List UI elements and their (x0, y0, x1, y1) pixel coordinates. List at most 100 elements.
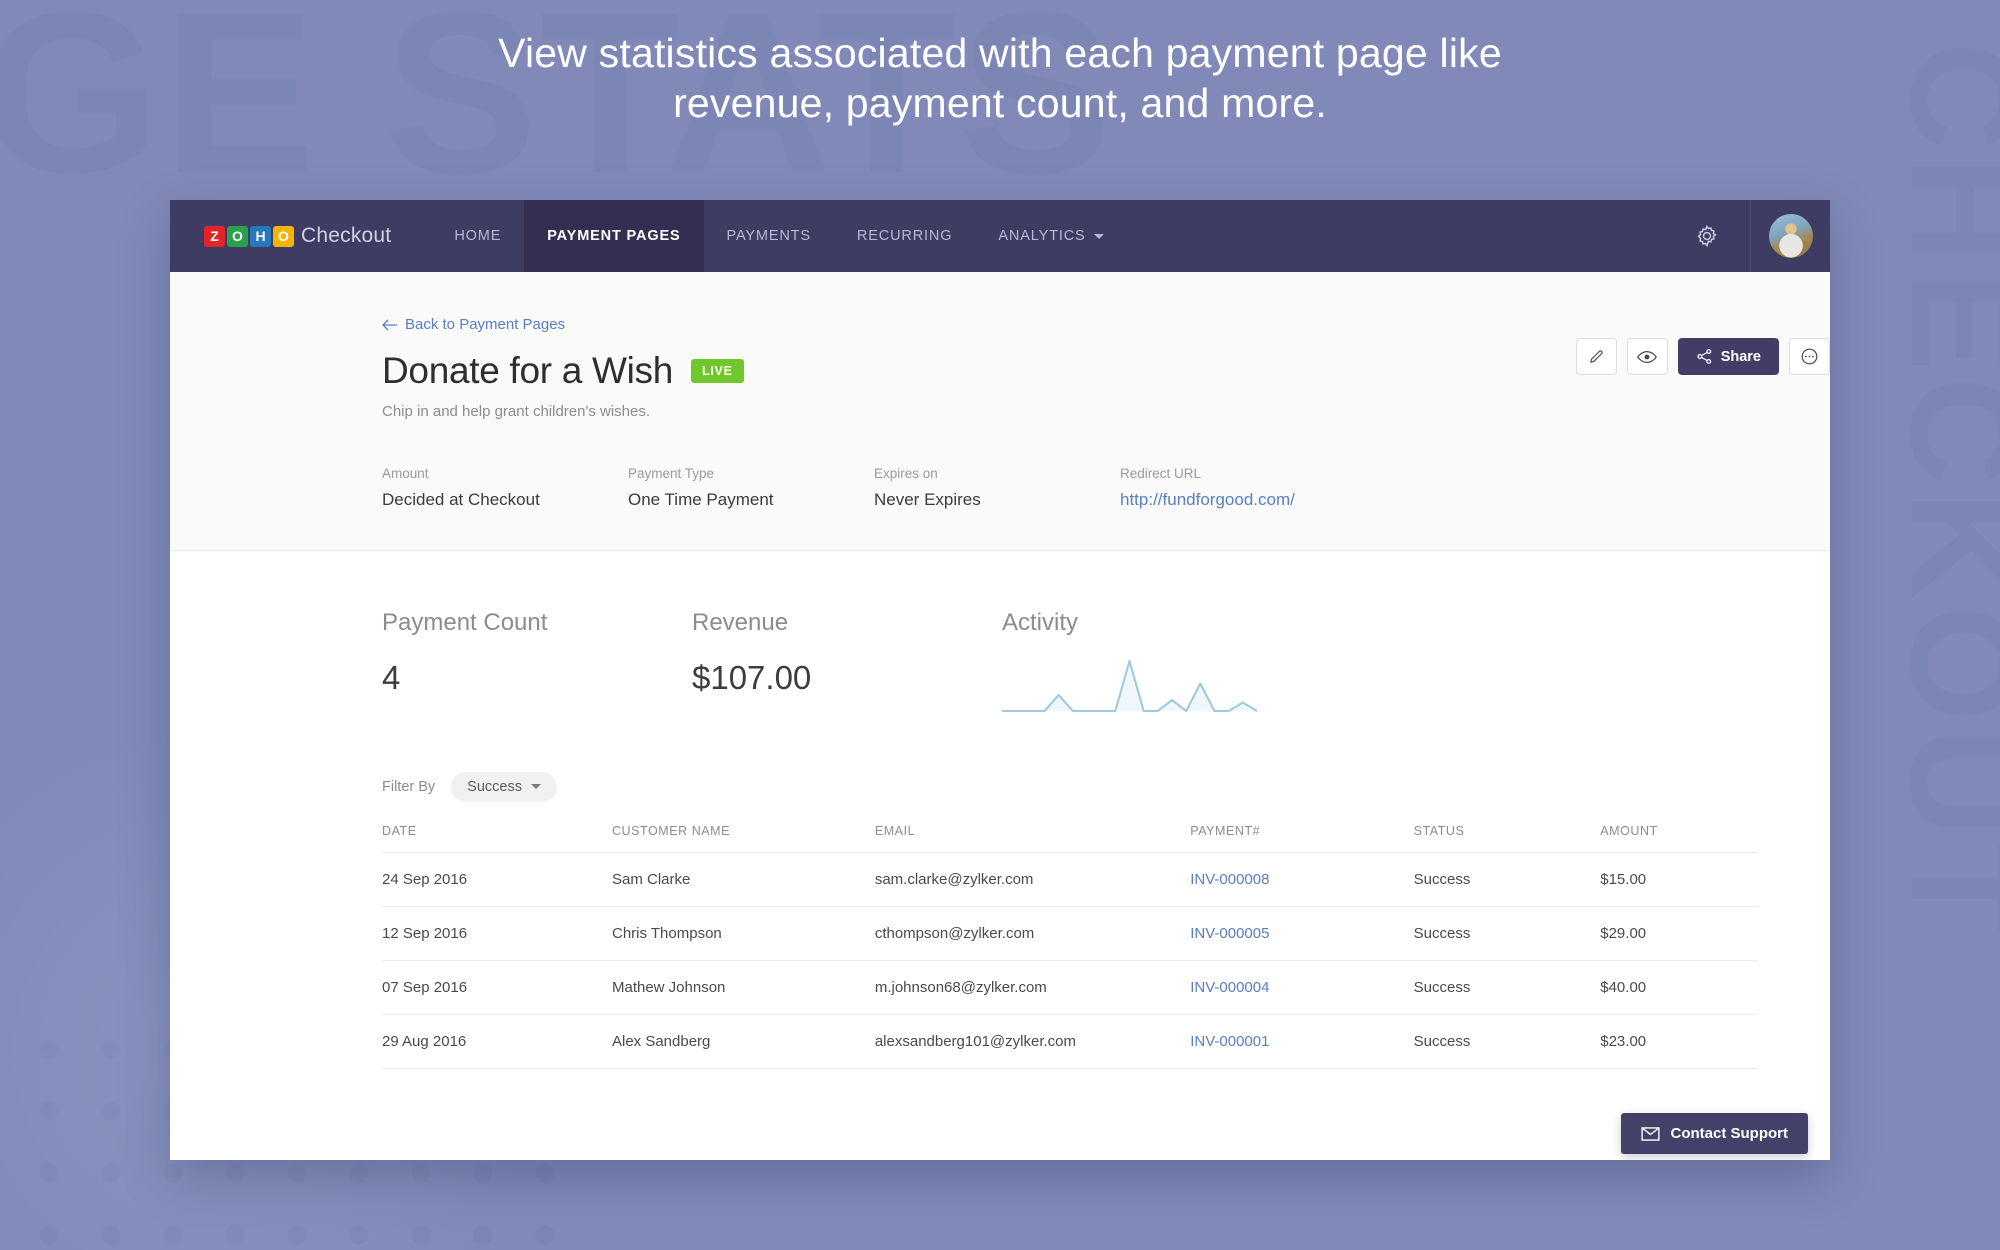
nav-item-label: RECURRING (856, 228, 953, 244)
column-header-customer: CUSTOMER NAME (611, 823, 875, 853)
user-menu-button[interactable] (1750, 200, 1830, 272)
nav-item-payments[interactable]: PAYMENTS (704, 200, 834, 272)
arrow-left-icon (382, 319, 397, 330)
redirect-url-link[interactable]: http://fundforgood.com/ (1120, 489, 1295, 509)
settings-button[interactable] (1664, 200, 1750, 272)
zoho-tile-o1: O (227, 225, 248, 247)
cell-customer: Mathew Johnson (611, 960, 875, 1015)
filter-status-select[interactable]: Success (451, 771, 557, 802)
stat-label: Activity (1002, 608, 1079, 636)
nav-item-label: HOME (454, 228, 502, 244)
meta-value: One Time Payment (628, 489, 774, 509)
cell-amount: $40.00 (1600, 960, 1758, 1015)
cell-status: Success (1413, 1014, 1601, 1069)
meta-redirect-url: Redirect URL http://fundforgood.com/ (1120, 466, 1366, 510)
column-header-amount: AMOUNT (1600, 823, 1758, 853)
nav-item-recurring[interactable]: RECURRING (834, 200, 975, 272)
chevron-down-icon (530, 784, 541, 789)
back-to-payment-pages-link[interactable]: Back to Payment Pages (382, 316, 565, 333)
watermark-right: CHECKOUT (1880, 42, 2000, 940)
brand-logo[interactable]: Z O H O Checkout (170, 200, 413, 272)
cell-date: 12 Sep 2016 (382, 906, 612, 961)
sparkline-path (1002, 659, 1257, 712)
column-header-email: EMAIL (874, 823, 1191, 853)
table-row[interactable]: 12 Sep 2016 Chris Thompson cthompson@zyl… (382, 906, 1758, 961)
brand-name: Checkout (301, 224, 392, 247)
stat-revenue: Revenue $107.00 (692, 609, 1002, 717)
avatar (1768, 214, 1813, 258)
cell-payment-link[interactable]: INV-000005 (1190, 906, 1414, 961)
page-meta-row: Amount Decided at Checkout Payment Type … (170, 420, 1830, 550)
status-badge: LIVE (691, 358, 744, 383)
nav-item-analytics[interactable]: ANALYTICS (975, 200, 1126, 272)
cell-payment-link[interactable]: INV-000004 (1190, 960, 1414, 1015)
nav-item-label: PAYMENT PAGES (547, 228, 681, 244)
page-description: Chip in and help grant children's wishes… (382, 402, 651, 420)
filter-selected-value: Success (467, 778, 522, 795)
contact-support-label: Contact Support (1670, 1125, 1789, 1142)
table-row[interactable]: 24 Sep 2016 Sam Clarke sam.clarke@zylker… (382, 852, 1758, 907)
preview-button[interactable] (1626, 338, 1668, 375)
page-actions: Share (1575, 338, 1830, 375)
zoho-tile-h: H (250, 225, 271, 247)
cell-customer: Alex Sandberg (611, 1014, 875, 1069)
promo-headline: View statistics associated with each pay… (0, 28, 2000, 128)
headline-line-2: revenue, payment count, and more. (673, 80, 1327, 127)
cell-amount: $15.00 (1600, 852, 1758, 907)
title-row: Donate for a Wish LIVE (382, 350, 1758, 392)
share-button-label: Share (1720, 348, 1761, 365)
more-circle-icon (1801, 348, 1818, 365)
meta-value: Decided at Checkout (382, 489, 540, 509)
watermark-left: GE STATS (0, 0, 1114, 221)
meta-label: Expires on (874, 465, 938, 481)
cell-payment-link[interactable]: INV-000001 (1190, 1014, 1414, 1069)
share-icon (1697, 349, 1711, 364)
app-window: Z O H O Checkout HOME PAYMENT PAGES PAYM… (170, 200, 1830, 1160)
headline-line-1: View statistics associated with each pay… (498, 30, 1502, 76)
activity-sparkline-chart (1002, 659, 1257, 712)
stat-payment-count: Payment Count 4 (382, 609, 692, 717)
share-button[interactable]: Share (1677, 338, 1779, 375)
filter-label: Filter By (382, 778, 436, 795)
cell-email: sam.clarke@zylker.com (874, 852, 1191, 907)
transactions-table: DATE CUSTOMER NAME EMAIL PAYMENT# STATUS… (382, 823, 1758, 1069)
top-navbar: Z O H O Checkout HOME PAYMENT PAGES PAYM… (170, 200, 1830, 272)
transactions-table-wrap: DATE CUSTOMER NAME EMAIL PAYMENT# STATUS… (170, 802, 1830, 1069)
zoho-tile-z: Z (204, 225, 225, 247)
pencil-icon (1589, 350, 1603, 363)
column-header-date: DATE (382, 823, 612, 853)
nav-items: HOME PAYMENT PAGES PAYMENTS RECURRING AN… (431, 200, 1126, 272)
meta-amount: Amount Decided at Checkout (382, 466, 628, 510)
sparkline-area (1002, 660, 1257, 711)
navbar-right (1664, 200, 1830, 272)
meta-label: Amount (382, 465, 429, 481)
meta-payment-type: Payment Type One Time Payment (628, 466, 874, 510)
cell-customer: Chris Thompson (611, 906, 875, 961)
eye-icon (1637, 350, 1658, 363)
stats-row: Payment Count 4 Revenue $107.00 Activity (170, 551, 1830, 717)
cell-amount: $23.00 (1600, 1014, 1758, 1069)
table-row[interactable]: 07 Sep 2016 Mathew Johnson m.johnson68@z… (382, 960, 1758, 1015)
column-header-status: STATUS (1413, 823, 1601, 853)
contact-support-button[interactable]: Contact Support (1620, 1113, 1808, 1154)
envelope-icon (1640, 1126, 1660, 1141)
page-header-block: Back to Payment Pages Donate for a Wish … (170, 272, 1830, 551)
page-title: Donate for a Wish (382, 349, 674, 391)
cell-status: Success (1413, 960, 1601, 1015)
cell-email: m.johnson68@zylker.com (874, 960, 1191, 1015)
more-options-button[interactable] (1789, 338, 1830, 375)
edit-button[interactable] (1575, 338, 1617, 375)
chevron-down-icon (1093, 233, 1104, 239)
back-link-label: Back to Payment Pages (405, 316, 566, 333)
nav-item-home[interactable]: HOME (431, 200, 524, 272)
cell-customer: Sam Clarke (611, 852, 875, 907)
stat-label: Revenue (692, 608, 789, 636)
table-row[interactable]: 29 Aug 2016 Alex Sandberg alexsandberg10… (382, 1014, 1758, 1069)
nav-item-payment-pages[interactable]: PAYMENT PAGES (524, 200, 704, 272)
cell-date: 29 Aug 2016 (382, 1014, 612, 1069)
meta-value: Never Expires (874, 489, 981, 509)
nav-item-label: ANALYTICS (998, 228, 1086, 244)
stat-value: $107.00 (692, 658, 812, 696)
stat-label: Payment Count (382, 608, 548, 636)
cell-payment-link[interactable]: INV-000008 (1190, 852, 1414, 907)
